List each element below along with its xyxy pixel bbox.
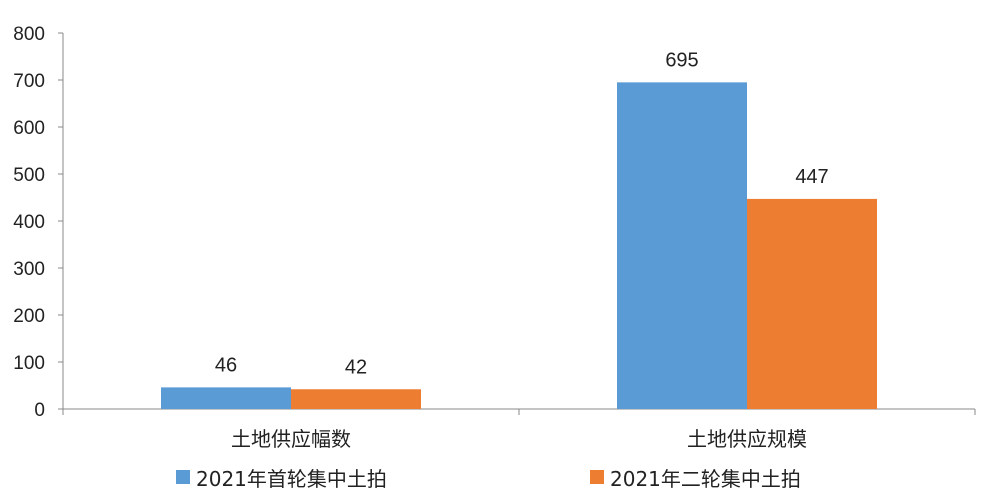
y-tick-label: 500 bbox=[13, 165, 45, 186]
legend-swatch-series-1 bbox=[176, 470, 190, 484]
x-tick-label: 土地供应幅数 bbox=[231, 427, 351, 451]
y-tick-label: 200 bbox=[13, 306, 45, 327]
bar-1-1 bbox=[161, 387, 291, 409]
bar-chart: 0 100 200 300 400 500 600 700 800 土地供应幅数 土地供应规模 4… bbox=[13, 24, 976, 451]
y-tick-label: 800 bbox=[13, 24, 45, 45]
y-tick-label: 300 bbox=[13, 259, 45, 280]
bar-1-2 bbox=[617, 82, 747, 409]
legend-item-series-2: 2021年二轮集中土拍 bbox=[590, 463, 801, 491]
y-tick-label: 700 bbox=[13, 71, 45, 92]
bars bbox=[161, 82, 877, 409]
y-tick-label: 100 bbox=[13, 353, 45, 374]
y-axis: 0 100 200 300 400 500 600 700 800 bbox=[13, 24, 64, 421]
legend-label-series-2: 2021年二轮集中土拍 bbox=[610, 466, 801, 491]
legend-label-series-1: 2021年首轮集中土拍 bbox=[196, 466, 387, 491]
x-tick-label: 土地供应规模 bbox=[687, 427, 807, 451]
y-tick-label: 600 bbox=[13, 118, 45, 139]
x-axis: 土地供应幅数 土地供应规模 bbox=[62, 408, 976, 451]
y-tick-label: 400 bbox=[13, 212, 45, 233]
legend-item-series-1: 2021年首轮集中土拍 bbox=[176, 463, 387, 491]
data-labels: 46 42 695 447 bbox=[215, 49, 829, 378]
bar-2-2 bbox=[747, 198, 877, 409]
bar-2-1 bbox=[291, 389, 421, 409]
y-tick-label: 0 bbox=[34, 400, 45, 421]
data-label: 42 bbox=[345, 356, 367, 378]
data-label: 447 bbox=[795, 166, 828, 188]
data-label: 695 bbox=[665, 49, 698, 71]
data-label: 46 bbox=[215, 354, 237, 376]
legend-swatch-series-2 bbox=[590, 470, 604, 484]
